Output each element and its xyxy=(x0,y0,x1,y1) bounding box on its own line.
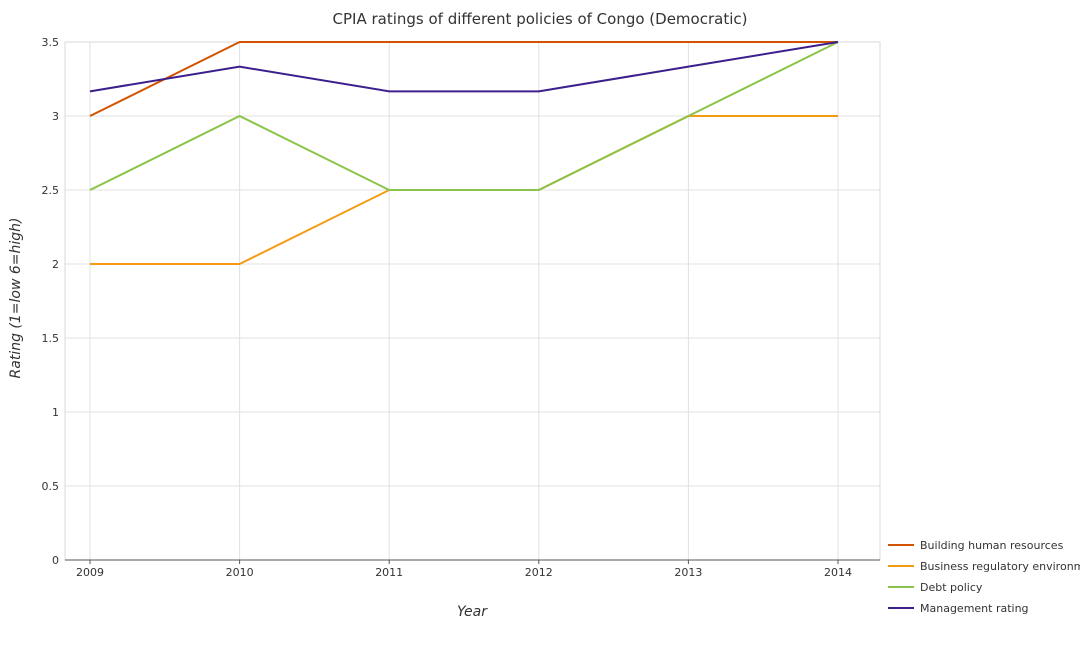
x-tick-label: 2010 xyxy=(226,566,254,579)
series-line xyxy=(89,41,839,191)
legend-label: Management rating xyxy=(920,602,1029,615)
gridlines xyxy=(64,41,881,561)
y-tick-label: 1 xyxy=(52,406,59,419)
legend: Building human resources Business regulat… xyxy=(888,539,1080,615)
axes: 0 0.5 1 1.5 2 2.5 3 3.5 2009 2010 2011 2012 2013 2014 xyxy=(42,36,880,579)
x-axis-title: Year xyxy=(457,604,488,620)
x-tick-label: 2011 xyxy=(375,566,403,579)
y-tick-label: 3.5 xyxy=(42,36,60,49)
legend-label: Business regulatory environment xyxy=(920,560,1080,573)
x-tick-label: 2012 xyxy=(525,566,553,579)
series-line xyxy=(89,41,839,93)
legend-label: Debt policy xyxy=(920,581,983,594)
y-tick-label: 3 xyxy=(52,110,59,123)
series-line xyxy=(89,41,838,117)
y-tick-label: 0 xyxy=(52,554,59,567)
y-tick-label: 2.5 xyxy=(42,184,60,197)
plot-area xyxy=(64,41,881,561)
y-tick-label: 1.5 xyxy=(42,332,60,345)
x-tick-label: 2009 xyxy=(76,566,104,579)
series-lines xyxy=(89,41,839,265)
legend-label: Building human resources xyxy=(920,539,1064,552)
x-tick-label: 2014 xyxy=(824,566,852,579)
y-tick-label: 0.5 xyxy=(42,480,60,493)
x-tick-label: 2013 xyxy=(674,566,702,579)
y-axis-title: Rating (1=low 6=high) xyxy=(8,218,24,379)
chart-title: CPIA ratings of different policies of Co… xyxy=(333,10,748,28)
y-tick-label: 2 xyxy=(52,258,59,271)
